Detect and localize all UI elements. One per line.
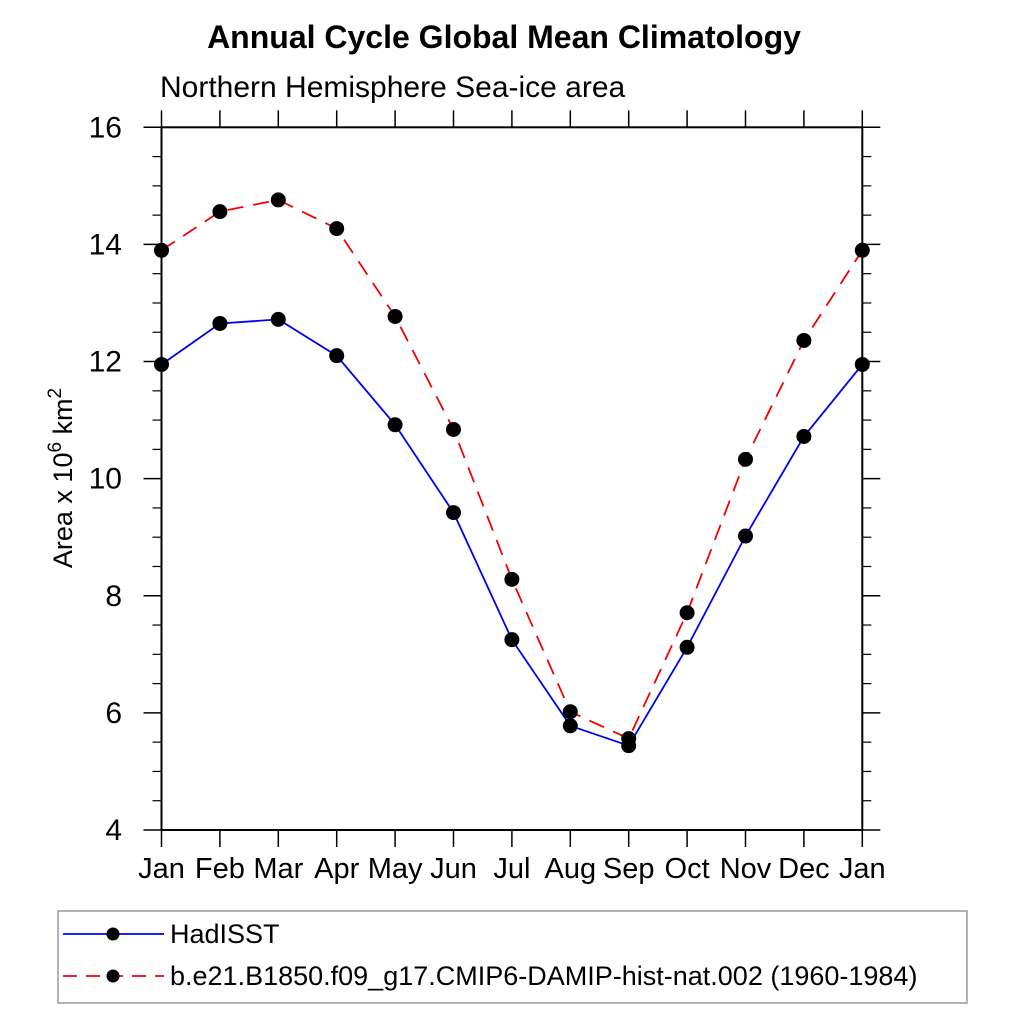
data-point: [621, 731, 637, 747]
data-point: [212, 204, 228, 220]
data-point: [504, 571, 520, 587]
x-tick-label: Apr: [314, 853, 359, 885]
legend: HadISST b.e21.B1850.f09_g17.CMIP6-DAMIP-h…: [57, 910, 968, 1004]
plot-border: [160, 126, 864, 832]
data-point: [270, 192, 286, 208]
data-point: [679, 639, 695, 655]
y-axis-label-part: km: [48, 398, 78, 442]
y-tick-label: 10: [89, 463, 122, 496]
y-tick-label: 8: [105, 580, 122, 613]
x-tick-label: Aug: [544, 853, 596, 885]
x-tick-label: Jan: [138, 853, 185, 885]
legend-marker-0: [106, 927, 120, 941]
legend-marker-1: [106, 969, 120, 983]
data-point: [154, 356, 169, 372]
x-tick-label: Dec: [778, 853, 830, 885]
legend-label-1: b.e21.B1850.f09_g17.CMIP6-DAMIP-hist-nat…: [170, 961, 917, 991]
data-point: [387, 308, 403, 324]
data-point: [387, 417, 403, 433]
data-point: [446, 421, 461, 437]
data-point: [329, 348, 345, 364]
x-tick-label: Oct: [665, 853, 710, 885]
series-layer: [154, 192, 870, 754]
y-axis-label-superscript: 6: [45, 442, 66, 453]
data-point: [270, 311, 286, 327]
axis-ticks: [143, 110, 881, 847]
chart-subtitle: Northern Hemisphere Sea-ice area: [160, 71, 626, 104]
data-point: [329, 221, 345, 237]
data-point: [446, 505, 461, 521]
x-tick-label: May: [368, 853, 423, 885]
x-tick-label: Feb: [195, 853, 245, 885]
data-point: [679, 605, 695, 621]
data-point: [854, 356, 870, 372]
y-tick-label: 14: [89, 228, 122, 261]
data-point: [212, 315, 228, 331]
data-point: [854, 242, 870, 258]
series-line-1: [161, 198, 864, 740]
x-tick-label: Jun: [430, 853, 477, 885]
data-point: [562, 704, 578, 720]
y-tick-label: 4: [105, 814, 122, 847]
x-tick-label: Nov: [720, 853, 772, 885]
chart-title: Annual Cycle Global Mean Climatology: [207, 19, 801, 55]
data-point: [504, 632, 520, 648]
axis-labels: Jan Feb Mar Apr May Jun Jul Aug Sep Oct Nov Dec Jan 4…: [89, 111, 886, 885]
y-axis-label: Area x 106 km2: [45, 388, 78, 568]
x-tick-label: Sep: [603, 853, 655, 885]
series-line-0: [160, 318, 863, 747]
y-axis-label-superscript: 2: [45, 388, 66, 399]
data-point: [738, 528, 753, 544]
legend-box: [57, 910, 968, 1004]
y-tick-label: 12: [89, 346, 122, 379]
y-axis-title: Area x 106 km2: [45, 388, 78, 568]
data-point: [562, 718, 578, 734]
plot-frame: [160, 126, 864, 832]
y-axis-label-part: Area x 10: [48, 453, 78, 569]
data-point: [796, 332, 812, 348]
x-tick-label: Jul: [493, 853, 530, 885]
x-tick-label: Mar: [253, 853, 303, 885]
legend-label-0: HadISST: [170, 919, 280, 949]
data-point: [738, 451, 753, 467]
data-point: [796, 428, 812, 444]
data-point: [154, 242, 169, 258]
y-tick-label: 6: [105, 697, 122, 730]
x-tick-label: Jan: [839, 853, 886, 885]
y-tick-label: 16: [89, 111, 122, 144]
